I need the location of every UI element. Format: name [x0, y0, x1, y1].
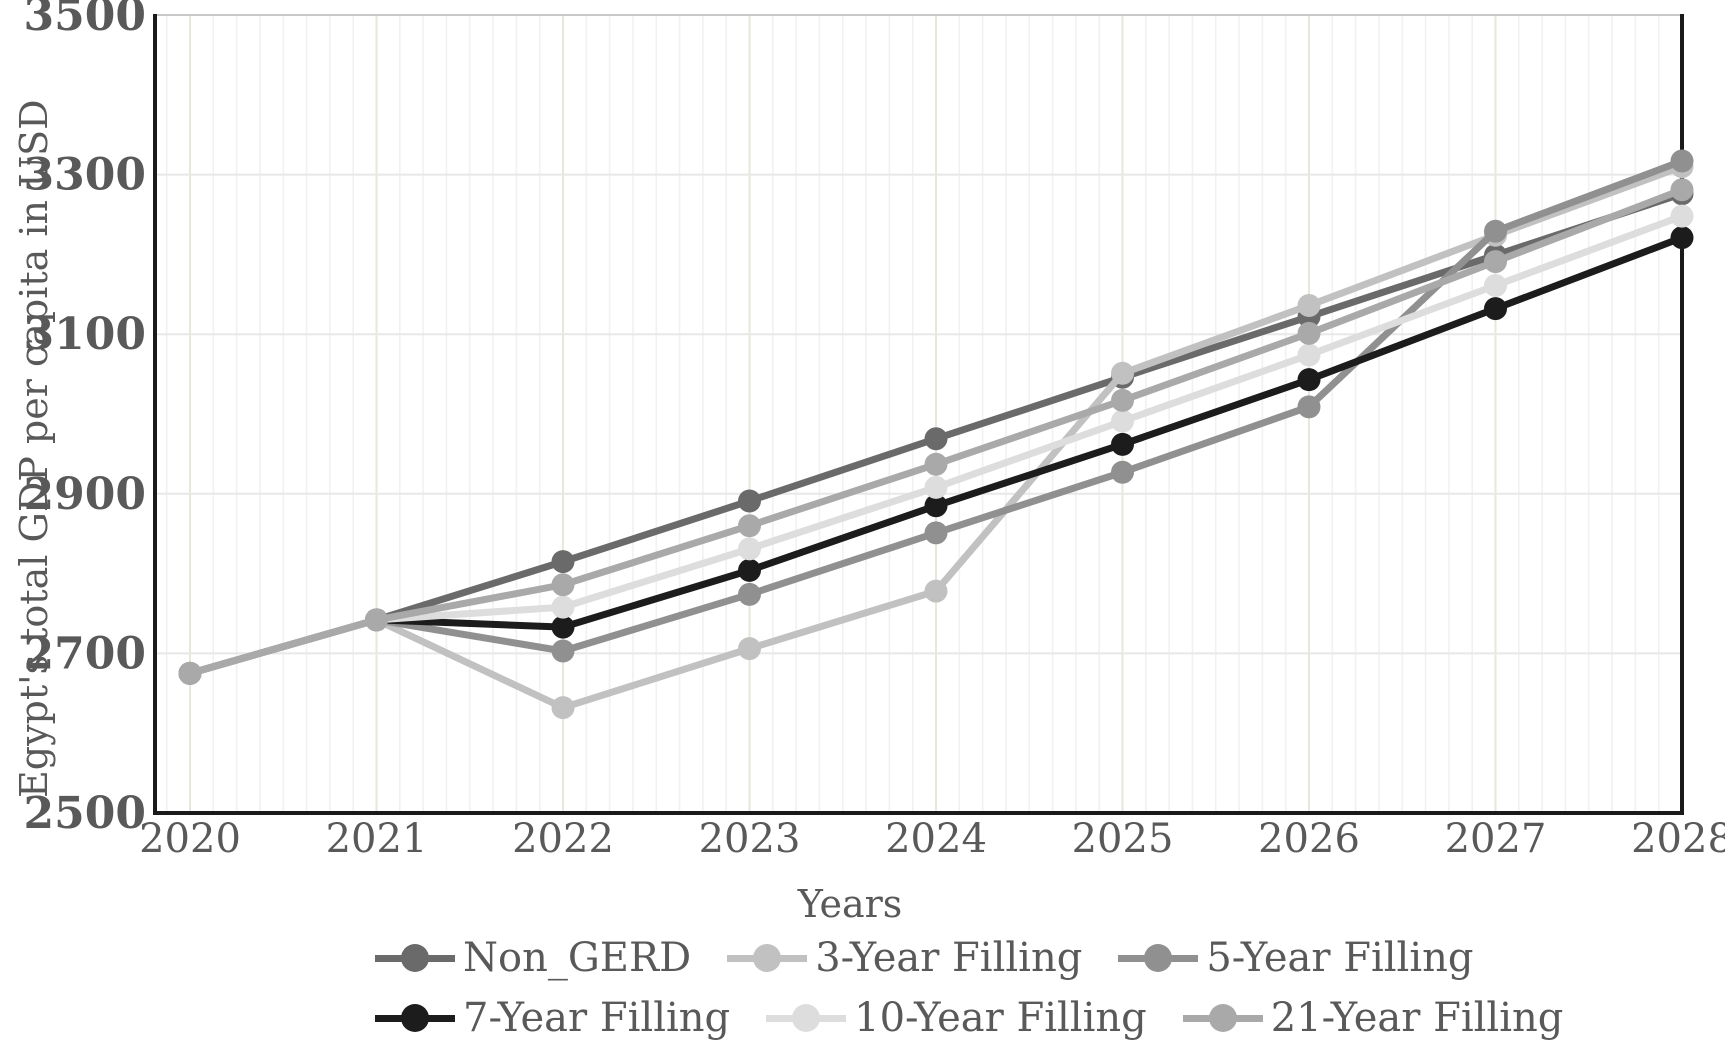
x-tick-label: 2023: [699, 816, 801, 862]
y-tick-label: 3100: [24, 309, 146, 360]
data-point-marker: [924, 521, 948, 545]
legend: Non_GERD 3-Year Filling 5-Year Filling 7…: [375, 932, 1705, 1044]
x-axis-title: Years: [797, 882, 903, 926]
data-point-marker: [1111, 432, 1134, 456]
legend-label-10-year: 10-Year Filling: [854, 995, 1147, 1041]
data-point-marker: [1670, 149, 1694, 173]
10-year-line-marker-icon: [766, 1004, 847, 1032]
7-year-line-marker-icon: [375, 1004, 455, 1032]
data-point-marker: [738, 514, 761, 538]
data-point-marker: [924, 579, 948, 603]
y-tick-label: 3300: [24, 150, 146, 201]
data-point-marker: [738, 537, 761, 561]
legend-item-non-gerd: Non_GERD: [375, 935, 691, 981]
legend-label-non-gerd: Non_GERD: [463, 935, 692, 981]
x-tick-label: 2025: [1072, 816, 1174, 862]
data-point-marker: [1484, 274, 1507, 298]
3-year-line-marker-icon: [727, 944, 808, 972]
data-point-marker: [551, 573, 575, 597]
data-point-marker: [178, 661, 202, 685]
legend-label-7-year: 7-Year Filling: [463, 995, 731, 1041]
data-point-marker: [1297, 395, 1321, 419]
y-tick-label: 2700: [24, 628, 146, 679]
21-year-line-marker-icon: [1182, 1004, 1263, 1032]
y-axis-title: Egypt's total GDP per capita in USD: [12, 99, 56, 798]
data-point-marker: [1484, 250, 1507, 274]
data-point-marker: [551, 615, 575, 639]
data-point-marker: [1297, 368, 1321, 392]
data-point-marker: [924, 427, 948, 451]
data-point-marker: [738, 582, 761, 606]
data-point-marker: [551, 595, 575, 619]
data-point-marker: [365, 608, 388, 632]
legend-row-2: 7-Year Filling 10-Year Filling 21-Year F…: [375, 992, 1705, 1044]
x-tick-label: 2022: [512, 816, 614, 862]
5-year-line-marker-icon: [1118, 944, 1199, 972]
data-point-marker: [924, 494, 948, 518]
y-tick-label: 2900: [24, 469, 146, 520]
legend-item-5-year: 5-Year Filling: [1118, 935, 1474, 981]
legend-label-3-year: 3-Year Filling: [815, 935, 1083, 981]
legend-label-21-year: 21-Year Filling: [1270, 995, 1564, 1041]
data-point-marker: [738, 637, 761, 661]
x-tick-label: 2028: [1631, 816, 1725, 862]
legend-label-5-year: 5-Year Filling: [1206, 935, 1474, 981]
legend-item-21-year: 21-Year Filling: [1182, 995, 1564, 1041]
data-point-marker: [551, 550, 575, 574]
data-point-marker: [1670, 178, 1694, 202]
data-point-marker: [1111, 388, 1134, 412]
data-point-marker: [738, 489, 761, 513]
data-point-marker: [1484, 297, 1507, 321]
x-tick-label: 2021: [326, 816, 428, 862]
data-point-marker: [1297, 343, 1321, 367]
data-point-marker: [1111, 361, 1134, 385]
data-point-marker: [1111, 409, 1134, 433]
x-tick-label: 2024: [885, 816, 987, 862]
data-point-marker: [1297, 293, 1321, 317]
non-gerd-line-marker-icon: [375, 944, 455, 972]
data-point-marker: [551, 696, 575, 720]
data-point-marker: [1670, 204, 1694, 228]
legend-item-10-year: 10-Year Filling: [766, 995, 1147, 1041]
legend-item-3-year: 3-Year Filling: [727, 935, 1082, 981]
data-point-marker: [1111, 460, 1134, 484]
legend-row-1: Non_GERD 3-Year Filling 5-Year Filling: [375, 932, 1705, 984]
y-tick-label: 2500: [24, 788, 146, 839]
data-point-marker: [924, 452, 948, 476]
data-point-marker: [738, 558, 761, 582]
series-21-Year Filling: [178, 178, 1694, 685]
x-tick-label: 2027: [1445, 816, 1547, 862]
data-point-marker: [551, 639, 575, 663]
data-point-marker: [1670, 226, 1694, 250]
data-point-marker: [1484, 219, 1507, 243]
x-tick-label: 2020: [139, 816, 241, 862]
x-tick-label: 2026: [1258, 816, 1360, 862]
data-point-marker: [924, 475, 948, 499]
data-point-marker: [1297, 321, 1321, 345]
y-tick-label: 3500: [24, 0, 146, 41]
legend-item-7-year: 7-Year Filling: [375, 995, 730, 1041]
